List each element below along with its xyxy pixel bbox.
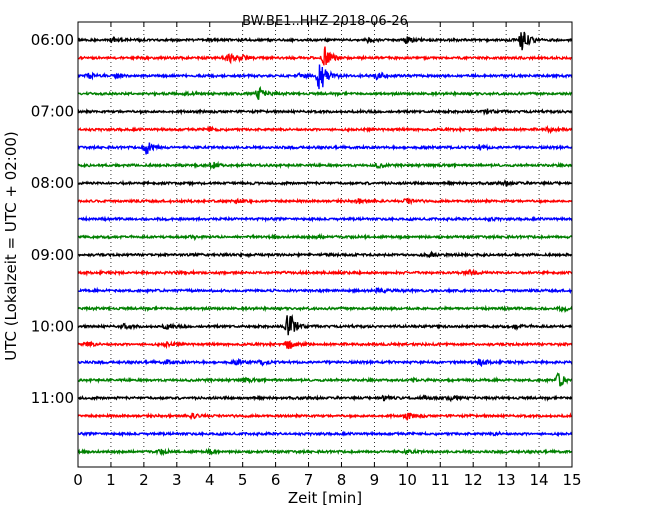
x-tick-label: 15 <box>562 471 581 489</box>
x-tick-label: 1 <box>106 471 116 489</box>
trace-0730 <box>77 142 573 155</box>
x-tick-label: 5 <box>238 471 248 489</box>
trace-0845 <box>77 232 573 242</box>
x-tick-label: 3 <box>172 471 182 489</box>
x-tick-label: 6 <box>271 471 281 489</box>
trace-0615 <box>77 46 573 66</box>
x-tick-label: 12 <box>464 471 483 489</box>
trace-0745 <box>77 160 573 171</box>
trace-0715 <box>77 124 573 135</box>
x-tick-label: 2 <box>139 471 149 489</box>
trace-0930 <box>77 286 573 295</box>
trace-0815 <box>77 197 573 206</box>
trace-0700 <box>77 107 573 116</box>
trace-1030 <box>77 357 573 368</box>
trace-1045 <box>77 372 573 387</box>
x-tick-label: 10 <box>398 471 417 489</box>
trace-0900 <box>78 250 573 259</box>
trace-0915 <box>77 268 573 277</box>
y-tick-label: 07:00 <box>31 103 74 121</box>
trace-1100 <box>77 394 573 403</box>
trace-1000 <box>77 313 573 336</box>
x-tick-label: 4 <box>205 471 215 489</box>
trace-0830 <box>77 215 573 223</box>
y-axis-label: UTC (Lokalzeit = UTC + 02:00) <box>2 131 20 361</box>
trace-1145 <box>77 447 573 457</box>
trace-0645 <box>77 85 573 101</box>
x-axis-label: Zeit [min] <box>288 489 362 507</box>
x-tick-label: 7 <box>304 471 314 489</box>
plot-frame <box>77 21 573 468</box>
axis-ticks: 0 1 2 3 4 5 6 7 8 9 10 11 12 13 14 1506:0007:0008:0009:… <box>31 22 582 489</box>
y-tick-label: 09:00 <box>31 246 74 264</box>
trace-0800 <box>77 179 573 188</box>
trace-1015 <box>77 340 573 350</box>
trace-0630 <box>77 64 573 90</box>
x-tick-label: 9 <box>370 471 380 489</box>
y-tick-label: 08:00 <box>31 174 74 192</box>
x-tick-label: 11 <box>431 471 450 489</box>
y-tick-label: 10:00 <box>31 317 74 335</box>
y-tick-label: 06:00 <box>31 31 74 49</box>
trace-1130 <box>77 430 573 438</box>
trace-1115 <box>77 412 573 421</box>
x-tick-label: 8 <box>337 471 347 489</box>
x-tick-label: 13 <box>497 471 516 489</box>
seismic-traces <box>77 31 573 457</box>
trace-0600 <box>77 31 573 51</box>
trace-0945 <box>77 304 573 314</box>
x-tick-label: 14 <box>530 471 549 489</box>
y-tick-label: 11:00 <box>31 389 74 407</box>
x-tick-label: 0 <box>73 471 83 489</box>
